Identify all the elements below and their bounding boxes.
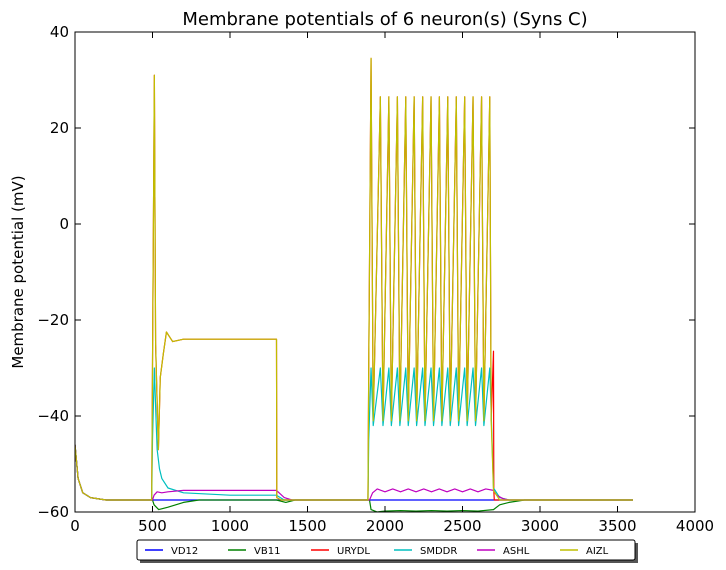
legend: VD12 VB11 URYDL SMDDR ASHL AIZL <box>136 539 638 563</box>
legend-label-ashl: ASHL <box>503 546 530 557</box>
y-tick-label: −40 <box>37 407 69 425</box>
x-tick-label: 3500 <box>598 517 636 535</box>
y-tick-label: 20 <box>50 119 69 137</box>
legend-label-vd12: VD12 <box>171 546 198 557</box>
series-line-smddr <box>75 367 633 501</box>
x-tick-label: 0 <box>70 517 80 535</box>
legend-box <box>136 539 636 561</box>
y-tick-label: 0 <box>59 215 69 233</box>
legend-label-vb11: VB11 <box>254 546 280 557</box>
x-tick-label: 1000 <box>211 517 249 535</box>
y-tick-label: −20 <box>37 311 69 329</box>
legend-label-smddr: SMDDR <box>420 546 457 557</box>
x-tick-label: 4000 <box>676 517 714 535</box>
series-line-aizl <box>75 57 633 501</box>
legend-label-aizl: AIZL <box>586 546 609 557</box>
y-tick-label: 40 <box>50 23 69 41</box>
x-tick-label: 1500 <box>288 517 326 535</box>
x-tick-label: 500 <box>138 517 167 535</box>
y-tick-label: −60 <box>37 503 69 521</box>
legend-label-urydl: URYDL <box>337 546 370 557</box>
x-tick-label: 2000 <box>366 517 404 535</box>
series-line-ashl <box>75 444 633 501</box>
x-tick-label: 3000 <box>521 517 559 535</box>
ticks-layer: 0 500 1000 1500 2000 2500 3000 3500 4000 −60 −40 −2… <box>37 23 714 535</box>
chart-title: Membrane potentials of 6 neuron(s) (Syns… <box>182 9 587 30</box>
series-layer <box>75 57 633 512</box>
y-axis-label: Membrane potential (mV) <box>9 175 27 368</box>
x-tick-label: 2500 <box>443 517 481 535</box>
